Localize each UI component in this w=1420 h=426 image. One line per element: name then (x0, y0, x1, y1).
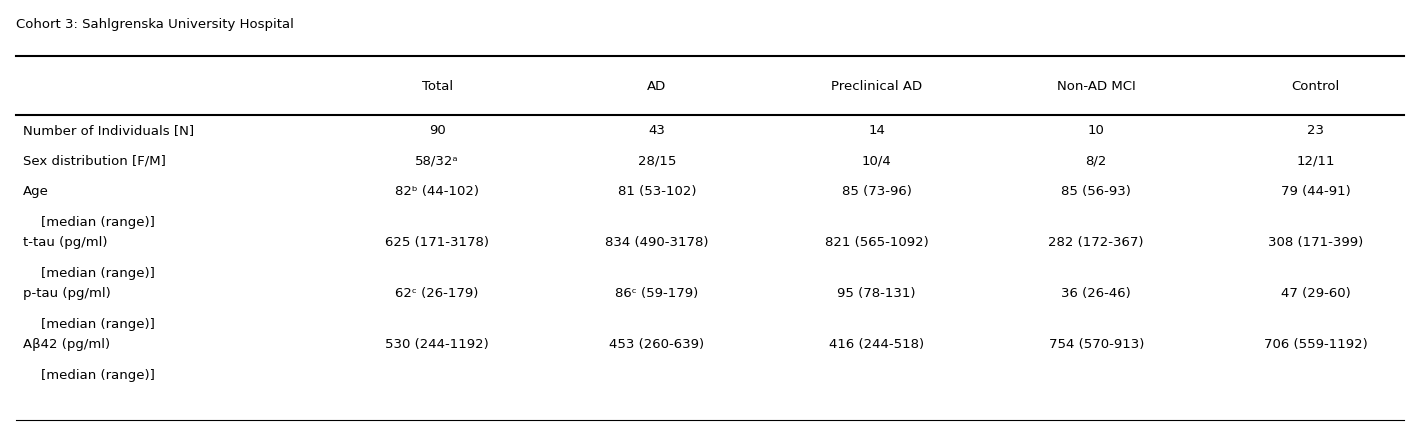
Text: Sex distribution [F/M]: Sex distribution [F/M] (23, 155, 166, 167)
Text: 62ᶜ (26-179): 62ᶜ (26-179) (396, 287, 479, 299)
Text: 82ᵇ (44-102): 82ᵇ (44-102) (395, 185, 479, 198)
Text: 308 (171-399): 308 (171-399) (1268, 236, 1363, 249)
Text: Aβ42 (pg/ml): Aβ42 (pg/ml) (23, 337, 109, 350)
Text: 79 (44-91): 79 (44-91) (1281, 185, 1350, 198)
Text: 416 (244-518): 416 (244-518) (829, 337, 924, 350)
Text: 834 (490-3178): 834 (490-3178) (605, 236, 709, 249)
Text: 10/4: 10/4 (862, 155, 892, 167)
Text: [median (range)]: [median (range)] (41, 216, 155, 228)
Text: Control: Control (1292, 80, 1340, 92)
Text: AD: AD (648, 80, 666, 92)
Text: 47 (29-60): 47 (29-60) (1281, 287, 1350, 299)
Text: Age: Age (23, 185, 48, 198)
Text: 43: 43 (649, 124, 666, 137)
Text: 28/15: 28/15 (638, 155, 676, 167)
Text: Cohort 3: Sahlgrenska University Hospital: Cohort 3: Sahlgrenska University Hospita… (16, 18, 294, 31)
Text: 58/32ᵃ: 58/32ᵃ (416, 155, 459, 167)
Text: Non-AD MCI: Non-AD MCI (1056, 80, 1136, 92)
Text: 821 (565-1092): 821 (565-1092) (825, 236, 929, 249)
Text: 95 (78-131): 95 (78-131) (838, 287, 916, 299)
Text: [median (range)]: [median (range)] (41, 368, 155, 381)
Text: 23: 23 (1308, 124, 1325, 137)
Text: Number of Individuals [N]: Number of Individuals [N] (23, 124, 193, 137)
Text: 706 (559-1192): 706 (559-1192) (1264, 337, 1367, 350)
Text: 625 (171-3178): 625 (171-3178) (385, 236, 488, 249)
Text: Preclinical AD: Preclinical AD (831, 80, 922, 92)
Text: Total: Total (422, 80, 453, 92)
Text: 530 (244-1192): 530 (244-1192) (385, 337, 488, 350)
Text: t-tau (pg/ml): t-tau (pg/ml) (23, 236, 106, 249)
Text: 85 (56-93): 85 (56-93) (1061, 185, 1132, 198)
Text: [median (range)]: [median (range)] (41, 266, 155, 279)
Text: 81 (53-102): 81 (53-102) (618, 185, 696, 198)
Text: 36 (26-46): 36 (26-46) (1061, 287, 1132, 299)
Text: 90: 90 (429, 124, 446, 137)
Text: 453 (260-639): 453 (260-639) (609, 337, 704, 350)
Text: 754 (570-913): 754 (570-913) (1048, 337, 1145, 350)
Text: 8/2: 8/2 (1085, 155, 1106, 167)
Text: 85 (73-96): 85 (73-96) (842, 185, 912, 198)
Text: 86ᶜ (59-179): 86ᶜ (59-179) (615, 287, 699, 299)
Text: 12/11: 12/11 (1296, 155, 1335, 167)
Text: 14: 14 (868, 124, 885, 137)
Text: 282 (172-367): 282 (172-367) (1048, 236, 1145, 249)
Text: p-tau (pg/ml): p-tau (pg/ml) (23, 287, 111, 299)
Text: [median (range)]: [median (range)] (41, 317, 155, 330)
Text: 10: 10 (1088, 124, 1105, 137)
